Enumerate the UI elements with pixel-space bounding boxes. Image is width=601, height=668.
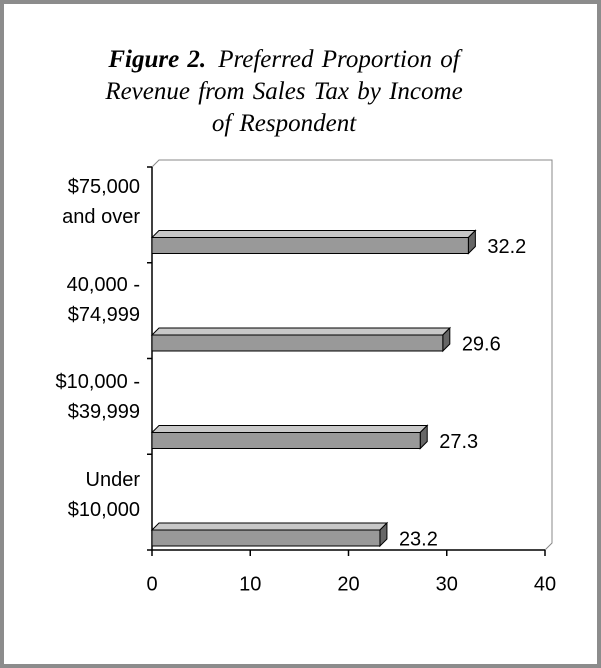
bar	[150, 229, 477, 255]
bar-front	[151, 237, 469, 254]
chart-title: Figure 2. Preferred Proportion of Revenue…	[94, 44, 474, 140]
bar-top	[150, 327, 452, 336]
plot-wall	[151, 159, 553, 551]
data-label: 29.6	[462, 333, 501, 355]
bar-top	[150, 425, 429, 433]
data-label: 27.3	[439, 431, 478, 453]
bar-top	[150, 522, 389, 531]
y-tick-label: 40,000 - $74,999	[66, 273, 140, 326]
data-label: 32.2	[487, 236, 526, 258]
x-tick-label: 40	[534, 573, 556, 595]
bar-top	[150, 230, 477, 238]
x-tick-label: 0	[146, 573, 157, 595]
title-text: Preferred Proportion of Revenue from Sal…	[105, 46, 463, 137]
x-tick-label: 10	[239, 573, 261, 595]
x-tick-label: 20	[337, 573, 359, 595]
bar-front	[151, 529, 381, 547]
bar	[150, 424, 429, 450]
figure-label: Figure 2.	[108, 46, 207, 73]
bar	[150, 521, 389, 548]
bar-front	[151, 334, 444, 352]
bar	[150, 326, 452, 353]
x-tick-label: 30	[436, 573, 458, 595]
y-tick-label: Under $10,000	[67, 468, 140, 521]
plot: 0 10 20 30 40 32.2 29.6 27.3 23.2	[146, 159, 556, 595]
y-tick-label: $75,000 and over	[62, 176, 140, 228]
data-label: 23.2	[399, 528, 438, 550]
y-tick-label: $10,000 - $39,999	[55, 371, 140, 423]
bar-front	[151, 432, 421, 449]
